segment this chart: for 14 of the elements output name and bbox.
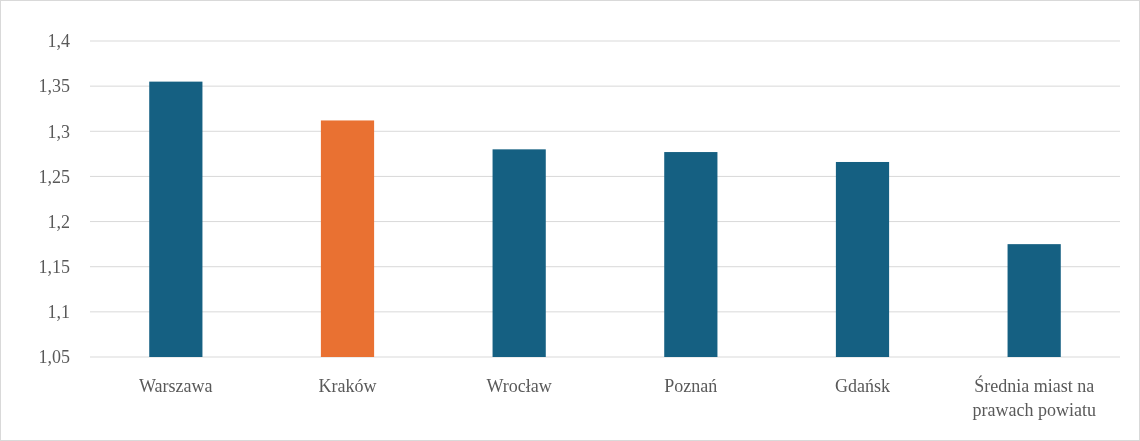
x-tick-label: Gdańsk	[835, 376, 890, 396]
y-tick-label: 1,3	[47, 121, 70, 142]
x-tick-label: Średnia miast na prawach powiatu	[972, 375, 1096, 420]
y-tick-label: 1,2	[47, 211, 70, 232]
y-tick-label: 1,4	[47, 31, 70, 52]
x-tick-label: Wrocław	[486, 376, 552, 396]
y-tick-label: 1,15	[38, 257, 70, 278]
y-tick-label: 1,25	[38, 166, 70, 187]
y-tick-label: 1,35	[38, 76, 70, 97]
x-tick-label: Kraków	[318, 376, 377, 396]
y-tick-label: 1,05	[38, 347, 70, 368]
y-tick-label: 1,1	[47, 302, 70, 323]
x-tick-label: Warszawa	[139, 376, 213, 396]
x-tick-label: Poznań	[664, 376, 718, 396]
